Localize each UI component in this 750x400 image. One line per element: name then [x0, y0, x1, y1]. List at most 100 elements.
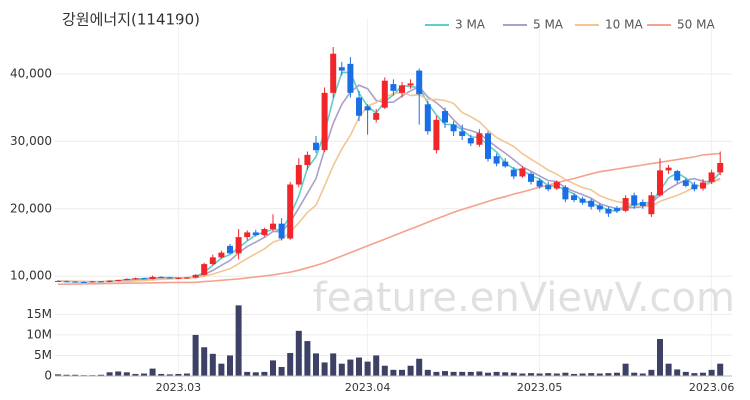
volume-bar [528, 373, 534, 376]
candle-body [123, 278, 130, 280]
candle-body [80, 281, 87, 283]
volume-bar [373, 355, 380, 376]
watermark: feature.enViewV.com [313, 275, 735, 321]
volume-bar [502, 372, 509, 376]
y-tick-label: 10,000 [10, 269, 52, 283]
volume-bar [235, 305, 242, 376]
legend-label: 5 MA [533, 18, 564, 32]
volume-bar [270, 360, 276, 376]
candle-body [55, 280, 61, 282]
candle-body [158, 276, 165, 278]
candle-body [717, 162, 724, 173]
candle-body [562, 187, 569, 200]
volume-bar [553, 373, 560, 376]
candle-body [407, 83, 414, 86]
volume-bar [682, 371, 689, 376]
volume-bar [338, 363, 345, 376]
candle-body [467, 138, 474, 144]
candle-body [381, 80, 388, 108]
candle-body [691, 184, 698, 190]
volume-bar [123, 372, 130, 376]
candle-body [553, 181, 560, 189]
volume-bar [459, 371, 466, 376]
candle-body [657, 170, 663, 196]
volume-bar [347, 359, 354, 376]
volume-bar [252, 372, 259, 376]
candle-body [510, 169, 517, 177]
volume-bar [407, 365, 414, 376]
plot: 10,000 20,000 30,000 40,000 3 MA 5 MA 10 MA 50 … [10, 18, 734, 395]
volume-bar [149, 368, 156, 376]
volume-bar [717, 363, 724, 376]
candle-body [72, 281, 79, 283]
volume-bar [390, 369, 397, 376]
candle-body [596, 205, 603, 210]
y-tick-label: 10M [26, 327, 52, 341]
volume-bar [648, 369, 655, 376]
candle-body [141, 278, 147, 280]
candle-body [244, 232, 251, 238]
candle-body [149, 276, 156, 279]
candle-body [270, 223, 276, 230]
volume-bar [614, 372, 620, 376]
volume-bar [166, 374, 173, 376]
volume-bar [304, 341, 311, 376]
candle-body [571, 195, 577, 201]
candle-body [682, 180, 689, 186]
candle-body [700, 182, 706, 189]
candle-body [313, 142, 319, 151]
volume-bar [356, 357, 362, 376]
candle-body [433, 119, 440, 151]
candle-body [227, 245, 233, 254]
candle-body [674, 171, 681, 181]
candle-body [502, 161, 509, 167]
candle-body [536, 180, 543, 187]
candle-body [442, 111, 448, 123]
candle-body [338, 67, 345, 71]
candle-body [209, 257, 216, 265]
candle-body [708, 172, 715, 182]
volume-bar [313, 353, 319, 376]
volume-bar [416, 358, 423, 376]
volume-bar [442, 371, 448, 376]
volume-bar [209, 353, 216, 376]
y-tick-label: 20,000 [10, 201, 52, 215]
candle-body [184, 277, 190, 279]
candle-body [192, 274, 199, 278]
candle-body [665, 167, 672, 171]
candle-body [545, 185, 552, 190]
candle-body [115, 279, 122, 281]
volume-bar [98, 374, 104, 376]
volume-bar [330, 353, 337, 376]
candle-body [201, 264, 208, 275]
ma-line [57, 84, 721, 283]
volume-bar [622, 363, 629, 376]
candle-body [218, 252, 225, 258]
volume-bar [278, 366, 285, 376]
x-tick-label: 2023.04 [345, 381, 391, 394]
candle-body [373, 113, 380, 120]
ma-line [57, 91, 721, 283]
legend-label: 10 MA [605, 18, 643, 32]
candle-body [459, 131, 466, 136]
candle-body [278, 223, 285, 239]
candle-body [631, 195, 638, 206]
volume-bar [287, 352, 294, 376]
volume-bar [562, 372, 569, 376]
volume-bar [665, 363, 672, 376]
legend-label: 50 MA [677, 18, 715, 32]
candle-body [588, 200, 595, 207]
volume-bar [700, 372, 706, 376]
candle-body [321, 92, 328, 151]
volume-bar [295, 330, 302, 376]
x-tick-label: 2023.05 [517, 381, 563, 394]
candle-body [399, 85, 405, 93]
volume-bar [192, 334, 199, 376]
candle-body [390, 84, 397, 91]
candle-body [424, 104, 431, 132]
volume-bar [201, 347, 208, 376]
chart-title: 강원에너지(114190) [62, 11, 200, 29]
candle-body [295, 164, 302, 185]
volume-bar [476, 371, 483, 376]
